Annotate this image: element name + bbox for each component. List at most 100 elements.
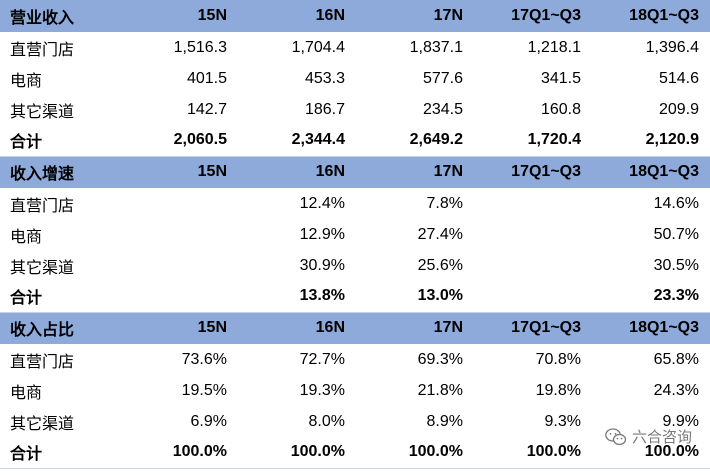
column-header: 18Q1~Q3 — [592, 312, 710, 344]
row-label: 其它渠道 — [10, 103, 75, 121]
total-value — [120, 281, 238, 313]
cell-value: 8.9% — [426, 412, 463, 430]
row-label: 其它渠道 — [10, 415, 75, 433]
column-header: 15N — [120, 312, 238, 344]
row-label: 直营门店 — [10, 353, 75, 371]
row-label: 电商 — [10, 384, 43, 402]
column-header: 18Q1~Q3 — [592, 156, 710, 188]
column-header: 17N — [356, 312, 474, 344]
cell-value: 1,704.4 — [291, 38, 345, 56]
table-row: 直营门店 73.6% 72.7% 69.3% 70.8% 65.8% — [0, 344, 710, 375]
cell-value — [120, 219, 238, 250]
total-value: 2,649.2 — [356, 125, 474, 157]
share-total-row: 合计 100.0% 100.0% 100.0% 100.0% 100.0% — [0, 437, 710, 469]
table-row: 其它渠道 30.9% 25.6% 30.5% — [0, 250, 710, 281]
cell-value: 234.5 — [422, 100, 463, 118]
total-value — [474, 281, 592, 313]
cell-value: 401.5 — [186, 69, 227, 87]
cell-value: 30.5% — [653, 256, 699, 274]
table-row: 直营门店 12.4% 7.8% 14.6% — [0, 188, 710, 219]
cell-value: 1,396.4 — [645, 38, 699, 56]
cell-value: 19.5% — [181, 381, 227, 399]
total-label: 合计 — [0, 437, 120, 469]
total-value: 13.8% — [238, 281, 356, 313]
cell-value: 7.8% — [426, 194, 463, 212]
cell-value: 50.7% — [653, 225, 699, 243]
cell-value: 577.6 — [422, 69, 463, 87]
row-label: 电商 — [10, 228, 43, 246]
total-value: 2,060.5 — [120, 125, 238, 157]
share-header-row: 收入占比 15N 16N 17N 17Q1~Q3 18Q1~Q3 — [0, 312, 710, 344]
column-header: 15N — [120, 0, 238, 32]
row-label: 电商 — [10, 72, 43, 90]
revenue-total-row: 合计 2,060.5 2,344.4 2,649.2 1,720.4 2,120.9 — [0, 125, 710, 157]
cell-value: 142.7 — [186, 100, 227, 118]
table-row: 直营门店 1,516.3 1,704.4 1,837.1 1,218.1 1,396.4 — [0, 32, 710, 63]
table-row: 电商 19.5% 19.3% 21.8% 19.8% 24.3% — [0, 375, 710, 406]
revenue-header-row: 营业收入 15N 16N 17N 17Q1~Q3 18Q1~Q3 — [0, 0, 710, 32]
cell-value: 73.6% — [181, 350, 227, 368]
cell-value: 19.8% — [535, 381, 581, 399]
total-value: 100.0% — [592, 437, 710, 469]
cell-value: 24.3% — [653, 381, 699, 399]
cell-value: 72.7% — [299, 350, 345, 368]
watermark-text: 六合咨询 — [631, 428, 692, 446]
cell-value: 6.9% — [190, 412, 227, 430]
cell-value: 27.4% — [417, 225, 463, 243]
cell-value: 21.8% — [417, 381, 463, 399]
cell-value: 341.5 — [540, 69, 581, 87]
cell-value: 70.8% — [535, 350, 581, 368]
total-value: 100.0% — [356, 437, 474, 469]
growth-header-row: 收入增速 15N 16N 17N 17Q1~Q3 18Q1~Q3 — [0, 156, 710, 188]
column-header: 18Q1~Q3 — [592, 0, 710, 32]
cell-value: 1,516.3 — [173, 38, 227, 56]
total-value: 1,720.4 — [474, 125, 592, 157]
cell-value — [474, 250, 592, 281]
column-header: 17N — [356, 0, 474, 32]
cell-value: 1,837.1 — [409, 38, 463, 56]
cell-value: 69.3% — [417, 350, 463, 368]
watermark: 六合咨询 — [605, 426, 692, 447]
cell-value: 12.4% — [299, 194, 345, 212]
total-value: 100.0% — [474, 437, 592, 469]
total-label: 合计 — [0, 125, 120, 157]
column-header: 17Q1~Q3 — [474, 312, 592, 344]
cell-value: 25.6% — [417, 256, 463, 274]
cell-value: 160.8 — [540, 100, 581, 118]
cell-value — [120, 188, 238, 219]
row-label: 直营门店 — [10, 197, 75, 215]
cell-value: 9.3% — [544, 412, 581, 430]
growth-section-title: 收入增速 — [0, 156, 120, 188]
column-header: 16N — [238, 156, 356, 188]
total-value: 100.0% — [120, 437, 238, 469]
cell-value: 1,218.1 — [527, 38, 581, 56]
cell-value — [474, 219, 592, 250]
cell-value: 8.0% — [308, 412, 345, 430]
total-value: 13.0% — [356, 281, 474, 313]
column-header: 17Q1~Q3 — [474, 156, 592, 188]
total-value: 100.0% — [238, 437, 356, 469]
row-label: 直营门店 — [10, 41, 75, 59]
growth-total-row: 合计 13.8% 13.0% 23.3% — [0, 281, 710, 313]
cell-value: 186.7 — [304, 100, 345, 118]
total-label: 合计 — [0, 281, 120, 313]
column-header: 16N — [238, 312, 356, 344]
cell-value: 14.6% — [653, 194, 699, 212]
total-value: 23.3% — [592, 281, 710, 313]
revenue-section-title: 营业收入 — [0, 0, 120, 32]
table-row: 电商 12.9% 27.4% 50.7% — [0, 219, 710, 250]
table-row: 电商 401.5 453.3 577.6 341.5 514.6 — [0, 63, 710, 94]
wechat-icon — [605, 427, 627, 445]
cell-value: 12.9% — [299, 225, 345, 243]
cell-value — [120, 250, 238, 281]
total-value: 2,344.4 — [238, 125, 356, 157]
cell-value: 65.8% — [653, 350, 699, 368]
column-header: 17Q1~Q3 — [474, 0, 592, 32]
table-row: 其它渠道 142.7 186.7 234.5 160.8 209.9 — [0, 94, 710, 125]
table-row: 其它渠道 6.9% 8.0% 8.9% 9.3% 9.9% — [0, 406, 710, 437]
cell-value — [474, 188, 592, 219]
cell-value: 514.6 — [658, 69, 699, 87]
column-header: 17N — [356, 156, 474, 188]
